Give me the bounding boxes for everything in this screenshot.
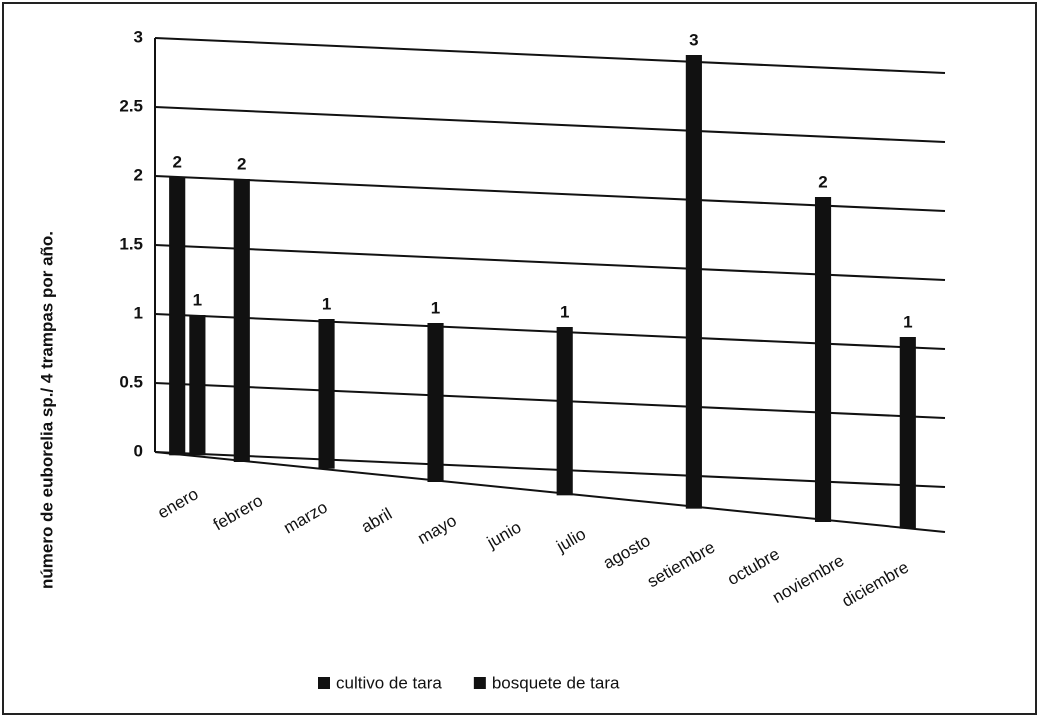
y-tick-label: 2.5 [119,96,143,115]
x-tick-label: octubre [724,544,783,589]
grid-line [154,451,946,488]
bar [685,55,702,509]
y-tick-label: 1.5 [119,234,143,253]
bar [169,177,186,456]
value-label: 3 [689,30,698,49]
value-label: 1 [193,290,202,309]
y-tick-label: 0.5 [119,372,143,391]
value-label: 1 [560,302,569,321]
x-tick-label: abril [358,504,395,537]
x-tick-label: setiembre [644,538,718,592]
bar [233,179,250,462]
value-label: 2 [237,154,246,173]
value-label: 2 [818,172,827,191]
bar [318,319,335,469]
legend-label: bosquete de tara [492,673,620,692]
grid-line [154,313,946,350]
y-axis-label: número de euborelia sp./ 4 trampas por a… [37,231,56,589]
bar [556,327,573,496]
y-tick-label: 0 [134,441,143,460]
bar [189,315,206,456]
bar [427,323,444,482]
x-tick-label: enero [154,484,201,522]
x-tick-label: diciembre [839,558,912,611]
y-tick-label: 2 [134,165,143,184]
x-tick-label: junio [483,518,524,553]
legend-swatch [318,677,330,689]
x-tick-label: marzo [280,498,330,538]
x-axis [154,451,946,533]
value-label: 1 [431,298,440,317]
grid-line [154,106,946,143]
legend-swatch [473,677,486,689]
legend-label: cultivo de tara [336,673,442,692]
value-label: 2 [172,152,181,171]
grid-line [154,175,946,212]
grid-line [154,382,946,419]
x-tick-label: agosto [600,531,654,573]
x-tick-label: mayo [414,511,460,548]
bar [899,337,916,529]
grid-line [154,244,946,281]
bar [814,197,832,522]
x-tick-label: febrero [210,491,266,534]
y-tick-label: 1 [134,303,143,322]
y-tick-label: 3 [134,27,143,46]
value-label: 1 [903,312,912,331]
x-tick-label: julio [552,524,589,556]
grid-line [154,37,946,74]
value-label: 1 [322,294,331,313]
